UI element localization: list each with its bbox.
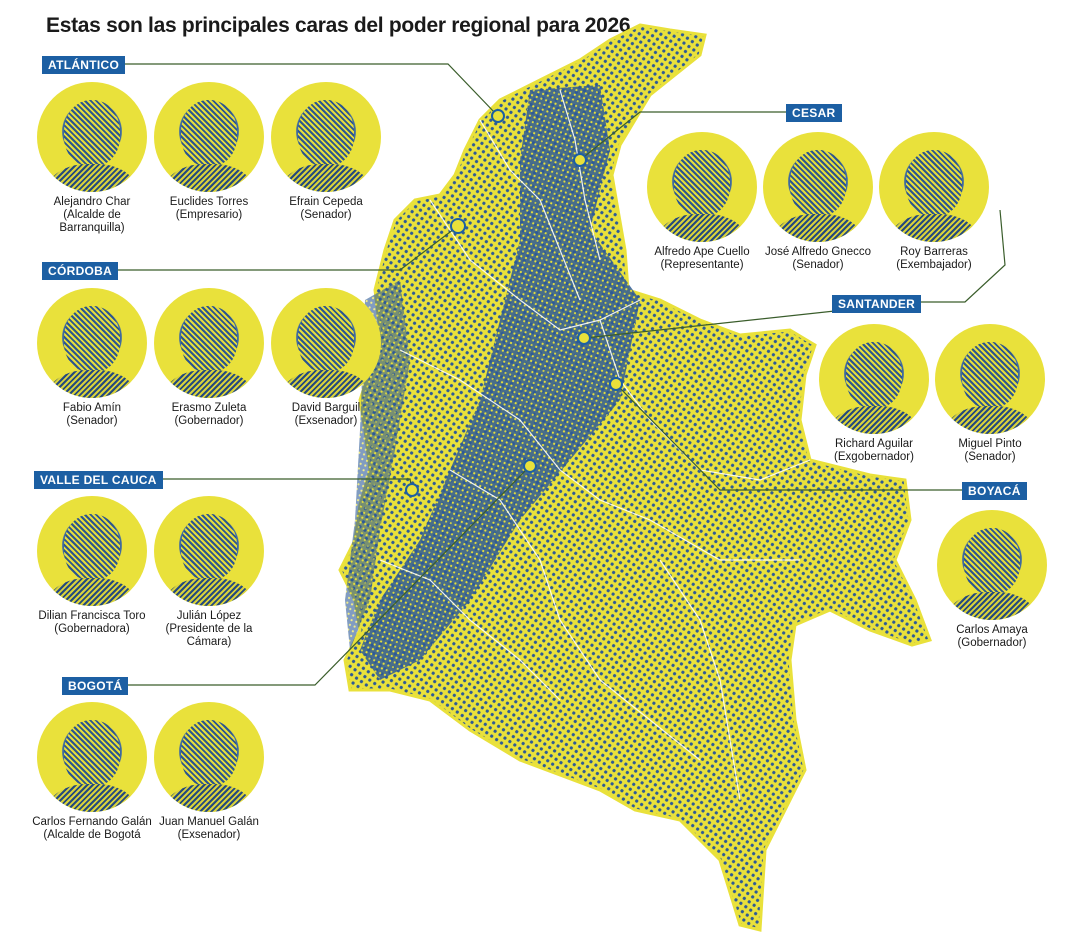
person-role: (Representante): [660, 259, 744, 271]
person-name: Juan Manuel Galán: [159, 816, 259, 828]
avatar: [937, 510, 1047, 620]
country-shape: [338, 23, 932, 932]
person-card: Juan Manuel Galán (Exsenador): [149, 702, 269, 842]
avatar: [271, 82, 381, 192]
person-role: (Senador): [792, 259, 844, 271]
person-name: Roy Barreras: [900, 246, 968, 258]
person-role: (Senador): [66, 415, 118, 427]
avatar: [154, 496, 264, 606]
region-tag-cesar: CESAR: [786, 104, 842, 122]
department-borders: [379, 89, 811, 801]
location-markers: [405, 109, 623, 497]
person-name: Alejandro Char: [53, 196, 131, 208]
avatar: [647, 132, 757, 242]
person-role: (Exgobernador): [834, 451, 914, 463]
person-card: Erasmo Zuleta (Gobernador): [149, 288, 269, 428]
avatar: [37, 82, 147, 192]
marker-boyaca: [609, 377, 623, 391]
avatar: [154, 702, 264, 812]
person-name: David Barguil: [291, 402, 361, 414]
person-name: Carlos Fernando Galán: [32, 816, 152, 828]
person-card: Euclides Torres (Empresario): [149, 82, 269, 222]
avatar: [879, 132, 989, 242]
region-tag-bogota: BOGOTÁ: [62, 677, 129, 695]
avatar: [37, 702, 147, 812]
person-role: (Gobernador): [957, 637, 1027, 649]
person-name: Alfredo Ape Cuello: [654, 246, 750, 258]
region-tag-atlantico: ATLÁNTICO: [42, 56, 126, 74]
region-tag-cordoba: CÓRDOBA: [42, 262, 119, 280]
person-role: (Exsenador): [177, 829, 241, 841]
person-role: (Alcalde de Barranquilla): [59, 209, 125, 234]
person-card: Efrain Cepeda (Senador): [266, 82, 386, 222]
person-name: Carlos Amaya: [956, 624, 1028, 636]
person-card: Alejandro Char (Alcalde de Barranquilla): [32, 82, 152, 235]
person-name: Erasmo Zuleta: [171, 402, 247, 414]
person-name: Dilian Francisca Toro: [38, 610, 146, 622]
avatar: [154, 82, 264, 192]
region-tag-boyaca: BOYACÁ: [962, 482, 1027, 500]
person-card: Dilian Francisca Toro (Gobernadora): [32, 496, 152, 636]
marker-cesar: [573, 153, 587, 167]
marker-bogota: [523, 459, 537, 473]
person-role: (Senador): [300, 209, 352, 221]
marker-valle: [405, 483, 419, 497]
person-card: Carlos Fernando Galán (Alcalde de Bogotá: [32, 702, 152, 842]
person-card: Fabio Amín (Senador): [32, 288, 152, 428]
person-card: Carlos Amaya (Gobernador): [932, 510, 1052, 650]
avatar: [37, 496, 147, 606]
avatar: [935, 324, 1045, 434]
person-name: Richard Aguilar: [835, 438, 913, 450]
coast-band: [345, 280, 410, 650]
person-card: José Alfredo Gnecco (Senador): [758, 132, 878, 272]
person-role: (Gobernador): [174, 415, 244, 427]
avatar: [763, 132, 873, 242]
person-role: (Alcalde de Bogotá: [43, 829, 141, 841]
region-tag-valle: VALLE DEL CAUCA: [34, 471, 163, 489]
avatar: [37, 288, 147, 398]
page-title: Estas son las principales caras del pode…: [46, 14, 631, 37]
person-name: José Alfredo Gnecco: [764, 246, 872, 258]
person-name: Euclides Torres: [169, 196, 249, 208]
person-name: Miguel Pinto: [958, 438, 1022, 450]
avatar: [819, 324, 929, 434]
marker-santander: [577, 331, 591, 345]
avatar: [271, 288, 381, 398]
avatar: [154, 288, 264, 398]
marker-cordoba: [450, 218, 466, 234]
person-card: Julián López (Presidente de la Cámara): [149, 496, 269, 649]
person-card: Alfredo Ape Cuello (Representante): [642, 132, 762, 272]
person-name: Julián López: [176, 610, 242, 622]
person-name: Fabio Amín: [62, 402, 122, 414]
andes-band: [360, 85, 640, 680]
person-card: Miguel Pinto (Senador): [930, 324, 1050, 464]
person-name: Efrain Cepeda: [289, 196, 363, 208]
person-card: Roy Barreras (Exembajador): [874, 132, 994, 272]
marker-atlantico: [491, 109, 505, 123]
region-tag-santander: SANTANDER: [832, 295, 922, 313]
person-role: (Empresario): [175, 209, 243, 221]
person-role: (Presidente de la Cámara): [165, 623, 253, 648]
person-card: David Barguil (Exsenador): [266, 288, 386, 428]
person-card: Richard Aguilar (Exgobernador): [814, 324, 934, 464]
person-role: (Exsenador): [294, 415, 358, 427]
person-role: (Exembajador): [896, 259, 972, 271]
person-role: (Senador): [964, 451, 1016, 463]
person-role: (Gobernadora): [54, 623, 130, 635]
